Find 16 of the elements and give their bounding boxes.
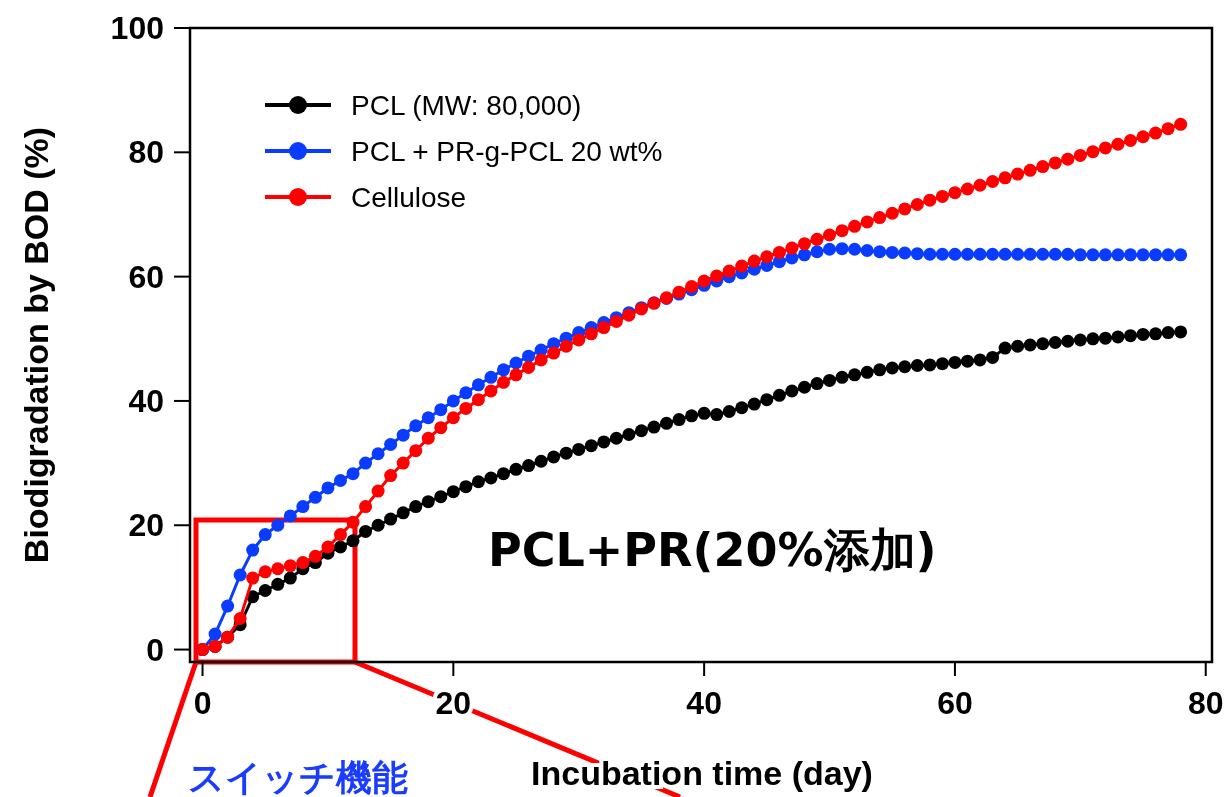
legend-label: PCL (MW: 80,000) [351, 90, 582, 121]
y-tick-label: 40 [128, 382, 164, 419]
x-tick-label: 80 [1187, 685, 1224, 721]
annotation: PCL+PR(20%添加) [488, 523, 937, 577]
x-tick-label: 40 [686, 685, 722, 721]
y-tick-label: 80 [128, 134, 164, 171]
legend-label: PCL + PR-g-PCL 20 wt% [351, 136, 663, 167]
x-tick-label: 0 [193, 685, 212, 721]
y-axis-title: Biodigradation by BOD (%) [17, 126, 55, 564]
y-tick-label: 0 [146, 631, 164, 668]
y-tick-label: 60 [128, 258, 164, 295]
y-tick-label: 20 [128, 507, 164, 544]
y-tick-label: 100 [110, 10, 164, 46]
legend-label: Cellulose [351, 182, 467, 213]
text: スイッチ機能 [188, 757, 408, 797]
x-tick-label: 60 [937, 685, 973, 721]
